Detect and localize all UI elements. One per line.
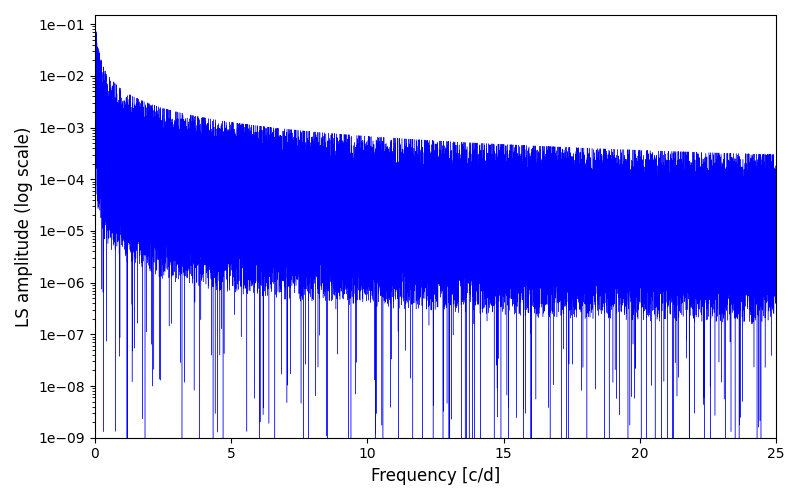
Y-axis label: LS amplitude (log scale): LS amplitude (log scale) [15, 126, 33, 326]
X-axis label: Frequency [c/d]: Frequency [c/d] [371, 467, 500, 485]
